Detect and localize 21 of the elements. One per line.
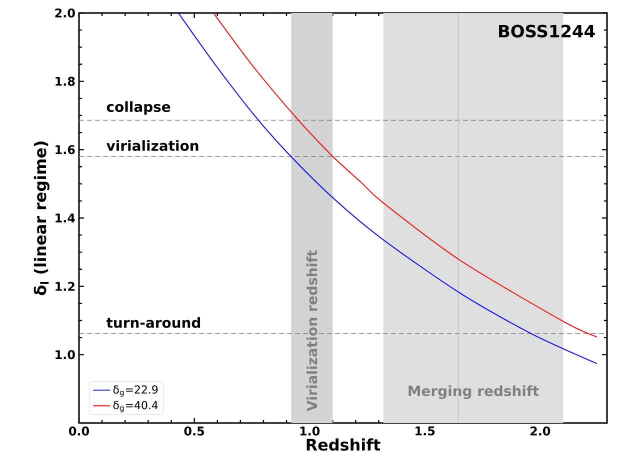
ref-line-label: virialization: [106, 140, 198, 151]
y-tick-label: 1.4: [56, 214, 75, 222]
band-label: Merging redshift: [408, 385, 539, 399]
annotation: BOSS1244: [499, 24, 595, 38]
y-tick-label: 1.6: [56, 145, 75, 154]
x-tick-label: 0.5: [184, 426, 204, 436]
y-tick-label: 2.0: [55, 8, 75, 18]
y-axis-title: δ$_{l}$ (linear regime): [34, 142, 50, 296]
y-tick-label: 1.0: [56, 350, 75, 360]
y-tick-label: 1.2: [56, 282, 74, 291]
y-tick-label: 1.8: [56, 76, 75, 86]
x-axis-title: Redshift: [306, 438, 380, 451]
legend-label: δ$_{g}$=40.4: [113, 400, 158, 412]
x-tick-label: 2.0: [530, 426, 550, 436]
x-tick-label: 0.0: [68, 426, 90, 436]
x-tick-label: 1.0: [300, 426, 320, 436]
band-label: Virialization redshift: [306, 250, 318, 412]
legend-label: δ$_{g}$=22.9: [113, 385, 158, 397]
ref-line-label: turn-around: [106, 317, 200, 328]
x-tick-label: 1.5: [416, 426, 435, 436]
ref-line-label: collapse: [106, 101, 170, 115]
